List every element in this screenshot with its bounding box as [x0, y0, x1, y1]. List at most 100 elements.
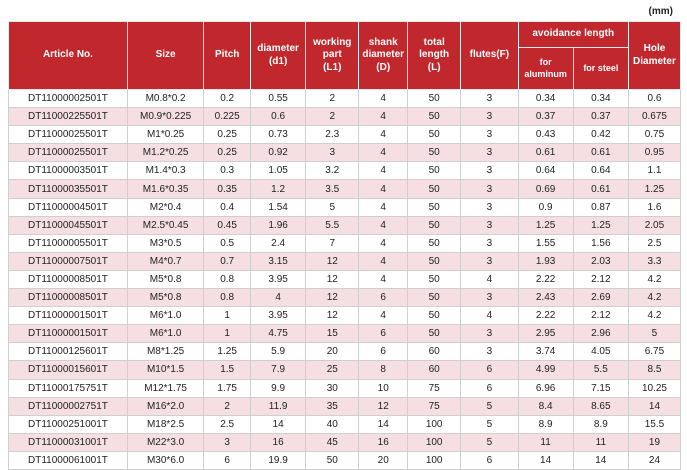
cell-flutes: 3	[460, 251, 519, 271]
cell-article-no: DT11000015601T	[8, 360, 128, 380]
header-hole-line1: Hole	[643, 43, 666, 54]
cell-shank-diameter: 4	[358, 233, 409, 253]
cell-size: M0.8*0.2	[126, 88, 205, 109]
header-shank-line3: (D)	[376, 61, 391, 73]
table-row: DT11000035501T M1.6*0.35 0.35 1.2 3.5 4 50 3 0.6…	[8, 179, 682, 199]
header-aluminum-line1: for	[539, 57, 552, 68]
cell-flutes: 4	[460, 269, 519, 290]
cell-hole-diameter: 15.5	[627, 414, 682, 434]
cell-working-part: 5.5	[305, 215, 360, 235]
table-row: DT11000061001T M30*6.0 6 19.9 50 20 100 6 14 14 24	[8, 450, 682, 470]
cell-flutes: 4	[460, 306, 519, 326]
cell-flutes: 3	[460, 161, 519, 181]
cell-hole-diameter: 19	[627, 432, 682, 452]
cell-working-part: 25	[305, 360, 360, 380]
cell-total-length: 100	[407, 414, 462, 434]
header-total-line1: total	[423, 36, 445, 48]
specification-table: Article No. Size Pitch diameter (d1) wor…	[8, 21, 682, 470]
cell-shank-diameter: 4	[358, 125, 409, 145]
table-row: DT11000031001T M22*3.0 3 16 45 16 100 5 11 11 19	[8, 432, 682, 452]
header-shank-line1: shank	[368, 36, 398, 48]
cell-avoid-aluminum: 0.64	[517, 161, 574, 181]
cell-diameter: 4	[250, 288, 307, 308]
cell-article-no: DT11000035501T	[8, 179, 128, 199]
cell-pitch: 3	[203, 432, 252, 452]
table-row: DT11000175751T M12*1.75 1.75 9.9 30 10 75 6 6.96…	[8, 378, 682, 398]
cell-diameter: 1.96	[250, 215, 307, 235]
cell-flutes: 5	[460, 396, 519, 416]
cell-working-part: 45	[305, 432, 360, 452]
cell-diameter: 9.9	[250, 378, 307, 398]
cell-avoid-aluminum: 0.43	[517, 125, 574, 145]
cell-shank-diameter: 6	[358, 288, 409, 308]
cell-article-no: DT11000175751T	[8, 378, 128, 398]
cell-article-no: DT11000125601T	[8, 342, 128, 362]
cell-pitch: 0.8	[203, 269, 252, 290]
cell-avoid-aluminum: 1.55	[517, 233, 574, 253]
header-size: Size	[126, 21, 205, 90]
cell-total-length: 50	[407, 233, 462, 253]
cell-total-length: 60	[407, 342, 462, 362]
cell-size: M6*1.0	[126, 324, 205, 344]
cell-shank-diameter: 4	[358, 269, 409, 290]
header-working-line1: working	[313, 36, 352, 48]
cell-working-part: 2	[305, 88, 360, 109]
cell-size: M10*1.5	[126, 360, 205, 380]
header-total-line3: (L)	[427, 61, 441, 73]
cell-article-no: DT11000251001T	[8, 414, 128, 434]
cell-total-length: 75	[407, 378, 462, 398]
cell-pitch: 1.25	[203, 342, 252, 362]
table-row: DT11000045501T M2.5*0.45 0.45 1.96 5.5 4 50 3 1.…	[8, 215, 682, 235]
cell-avoid-steel: 2.96	[572, 324, 629, 344]
cell-pitch: 0.4	[203, 197, 252, 217]
cell-size: M6*1.0	[126, 306, 205, 326]
table-body: DT11000002501T M0.8*0.2 0.2 0.55 2 4 50 3 0.34 0.…	[8, 88, 682, 470]
table-row: DT11000003501T M1.4*0.3 0.3 1.05 3.2 4 50 3 0.64…	[8, 161, 682, 181]
header-working-line2: part	[322, 49, 342, 61]
cell-shank-diameter: 16	[358, 432, 409, 452]
cell-shank-diameter: 4	[358, 161, 409, 181]
cell-diameter: 1.05	[250, 161, 307, 181]
cell-flutes: 3	[460, 215, 519, 235]
cell-pitch: 1	[203, 306, 252, 326]
cell-working-part: 20	[305, 342, 360, 362]
cell-pitch: 0.25	[203, 125, 252, 145]
header-avoidance-length: avoidance length	[517, 21, 629, 48]
cell-hole-diameter: 24	[627, 450, 682, 470]
cell-flutes: 3	[460, 179, 519, 199]
cell-size: M0.9*0.225	[126, 107, 205, 127]
header-pitch: Pitch	[203, 21, 252, 90]
header-hole-line2: Diameter	[633, 55, 676, 67]
cell-avoid-aluminum: 3.74	[517, 342, 574, 362]
cell-avoid-steel: 0.37	[572, 107, 629, 127]
cell-working-part: 30	[305, 378, 360, 398]
cell-shank-diameter: 4	[358, 215, 409, 235]
cell-hole-diameter: 1.1	[627, 161, 682, 181]
table-row: DT11000001501T M6*1.0 1 3.95 12 4 50 4 2.22 2.12 4…	[8, 306, 682, 326]
cell-shank-diameter: 4	[358, 107, 409, 127]
cell-article-no: DT11000008501T	[8, 288, 128, 308]
cell-avoid-steel: 0.61	[572, 179, 629, 199]
header-working-line3: (L1)	[323, 61, 342, 73]
cell-flutes: 3	[460, 143, 519, 163]
cell-avoid-aluminum: 4.99	[517, 360, 574, 380]
cell-working-part: 7	[305, 233, 360, 253]
header-shank-diameter: shank diameter (D)	[358, 21, 409, 90]
header-total-line2: length	[419, 49, 450, 61]
cell-diameter: 5.9	[250, 342, 307, 362]
cell-size: M1.2*0.25	[126, 143, 205, 163]
cell-hole-diameter: 4.2	[627, 269, 682, 290]
cell-flutes: 3	[460, 288, 519, 308]
table-row: DT11000251001T M18*2.5 2.5 14 40 14 100 5 8.9 8.9…	[8, 414, 682, 434]
cell-article-no: DT11000225501T	[8, 107, 128, 127]
table-row: DT11000015601T M10*1.5 1.5 7.9 25 8 60 6 4.99 5.5…	[8, 360, 682, 380]
header-diameter-line1: diameter	[257, 43, 299, 54]
cell-diameter: 7.9	[250, 360, 307, 380]
cell-size: M8*1.25	[126, 342, 205, 362]
table-row: DT11000007501T M4*0.7 0.7 3.15 12 4 50 3 1.93 2.0…	[8, 251, 682, 271]
cell-hole-diameter: 5	[627, 324, 682, 344]
table-row: DT11000008501T M5*0.8 0.8 3.95 12 4 50 4 2.22 2.1…	[8, 269, 682, 290]
cell-avoid-steel: 0.34	[572, 88, 629, 109]
cell-working-part: 5	[305, 197, 360, 217]
cell-pitch: 1	[203, 324, 252, 344]
